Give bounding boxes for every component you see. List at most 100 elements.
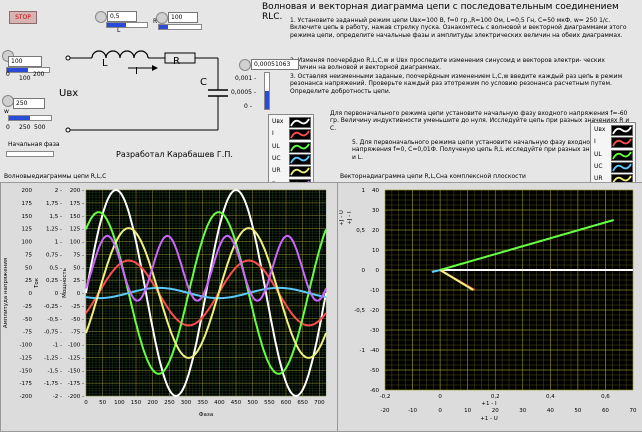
wave-current-axis-label: Ток xyxy=(34,277,40,289)
y-tick-power: -200 - xyxy=(68,394,84,400)
x-tick-U: 30 xyxy=(519,408,526,414)
y-tick-power: 25 - xyxy=(73,278,84,284)
vector-legend-item-label: Uвх xyxy=(594,126,606,133)
y-tick-I: -0,5 xyxy=(354,308,365,314)
wave-legend-item-swatch xyxy=(289,153,311,165)
circuit-Uvx-label: Uвх xyxy=(59,88,79,99)
vector-legend-item-2: UL xyxy=(591,149,633,161)
wave-legend-item-swatch xyxy=(289,129,311,141)
series-line-UR xyxy=(85,227,327,359)
vector-legend-item-3: UC xyxy=(591,161,633,173)
x-tick-label: 450 xyxy=(231,400,242,406)
x-tick-I: 0,4 xyxy=(546,394,555,400)
vector-legend-item-swatch xyxy=(611,137,633,149)
x-tick-I: 0 xyxy=(438,394,442,400)
R-knob[interactable] xyxy=(156,12,168,24)
R-value-input[interactable]: 100 xyxy=(168,12,198,23)
y-tick-I: 0,5 xyxy=(356,228,365,234)
y-tick-power: -150 - xyxy=(68,368,84,374)
wave-graph: 0 50 100 150 200 250 300 350 400 450 500 550 600 650 7… xyxy=(3,188,327,418)
instruction-2: 2. Изменяя поочерёдно R,L,C,w и Uвх прос… xyxy=(290,57,605,72)
y-tick-U: 40 xyxy=(372,188,379,194)
wave-legend-item-label: UL xyxy=(272,142,280,150)
x-tick-label: 250 xyxy=(164,400,175,406)
C-slider[interactable] xyxy=(264,72,270,110)
R-slider[interactable] xyxy=(158,24,202,30)
x-tick-label: 300 xyxy=(181,400,192,406)
vector-y-axis-label-2: +J - I xyxy=(347,211,353,225)
y-tick-current: -1 - xyxy=(53,343,62,349)
x-tick-I: 0,6 xyxy=(601,394,610,400)
y-tick-voltage: 150 xyxy=(22,214,33,220)
y-tick-power: 75 - xyxy=(73,252,84,258)
instruction-4: Для первоначального режима цепи установи… xyxy=(330,110,630,132)
x-tick-label: 50 xyxy=(99,400,106,406)
vector-legend-item-label: I xyxy=(594,138,596,146)
vector-UR xyxy=(439,269,474,291)
x-tick-U: 0 xyxy=(438,408,442,414)
y-tick-current: -0,25 - xyxy=(44,304,62,310)
x-tick-U: 20 xyxy=(492,408,499,414)
y-tick-voltage: 200 xyxy=(22,188,33,194)
C-knob[interactable] xyxy=(239,59,251,71)
instruction-5: 5. Для первоначального режима цепи устан… xyxy=(352,139,622,161)
wave-legend-item-label: Uвх xyxy=(272,118,284,125)
y-tick-voltage: 175 xyxy=(22,201,33,207)
wave-x-axis-label: Фаза xyxy=(199,412,213,418)
wave-power-axis-label: Мощность xyxy=(62,268,68,298)
w-value-input[interactable]: 250 xyxy=(13,98,45,109)
y-tick-current: -1,5 - xyxy=(48,368,62,374)
y-tick-U: 0 xyxy=(376,268,380,274)
wave-y-axis-label: Амплитуда напряжения xyxy=(3,258,9,328)
wave-legend-item-label: I xyxy=(272,130,274,138)
author-caption: Разработал Карабашев Г.П. xyxy=(116,150,233,159)
x-tick-label: 350 xyxy=(197,400,208,406)
y-tick-U: -60 xyxy=(370,388,379,394)
phase-label: Начальная фаза xyxy=(8,141,60,148)
y-tick-voltage: 125 xyxy=(22,227,33,233)
w-label: w xyxy=(4,108,9,115)
vector-legend-item-1: I xyxy=(591,136,633,149)
x-tick-label: 200 xyxy=(147,400,158,406)
L-control-label: L xyxy=(117,27,121,34)
instruction-1: 1. Установите заданный режим цепи Uвх=10… xyxy=(290,17,627,39)
x-tick-label: 550 xyxy=(264,400,275,406)
instruction-3: 3. Оставляя неизменными заданые, поочерё… xyxy=(290,73,623,95)
x-tick-U: 70 xyxy=(630,408,637,414)
y-tick-I: -1 xyxy=(360,348,365,354)
U-value-input[interactable]: 100 xyxy=(8,56,42,67)
vector-x-axis-label-2: +1 - U xyxy=(480,416,498,422)
vector-graph: -20-10010203040506070-0,4-0,200,20,40,64… xyxy=(339,188,637,422)
x-tick-U: 50 xyxy=(574,408,581,414)
phase-slider[interactable] xyxy=(6,151,54,157)
vector-legend-item-0: Uвх xyxy=(591,124,633,136)
y-tick-power: 50 - xyxy=(73,265,84,271)
w-tick-500: 500 xyxy=(34,124,46,131)
L-knob[interactable] xyxy=(95,11,107,23)
vector-legend-item-swatch xyxy=(611,149,633,161)
vector-legend-item-label: UC xyxy=(594,162,603,170)
U-slider[interactable] xyxy=(6,67,50,73)
wave-legend: UвхIULUCURp xyxy=(268,114,314,192)
x-tick-U: -10 xyxy=(408,408,417,414)
x-tick-U: 60 xyxy=(602,408,609,414)
vector-legend-item-swatch xyxy=(611,161,633,173)
y-tick-voltage: -175 xyxy=(20,381,33,387)
C-value-input[interactable]: 0,00051063 xyxy=(251,59,299,70)
y-tick-current: 1 - xyxy=(55,240,62,246)
stop-button[interactable]: STOP xyxy=(9,11,37,24)
y-tick-current: -0,75 - xyxy=(44,330,62,336)
w-tick-250: 250 xyxy=(19,124,31,131)
y-tick-power: -25 - xyxy=(71,304,84,310)
L-value-input[interactable]: 0,5 xyxy=(107,11,137,22)
y-tick-U: 10 xyxy=(372,248,379,254)
x-tick-U: 10 xyxy=(464,408,471,414)
y-tick-voltage: 100 xyxy=(22,240,33,246)
y-tick-voltage: -125 xyxy=(20,355,33,361)
y-tick-U: -30 xyxy=(370,328,379,334)
L-slider[interactable] xyxy=(106,22,148,28)
x-tick-label: 150 xyxy=(131,400,142,406)
wave-graph-title: Волновыедиаграммы цепи R,L,C xyxy=(4,173,107,180)
w-slider[interactable] xyxy=(8,115,52,121)
C-tick-mid: 0,0005 - xyxy=(231,89,257,96)
